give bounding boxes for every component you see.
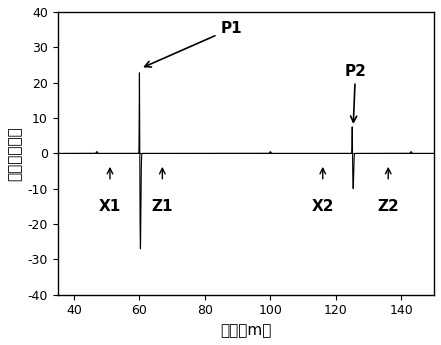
Text: X1: X1 [99, 199, 121, 214]
Y-axis label: 相位（弧度）: 相位（弧度） [7, 126, 22, 181]
Text: P2: P2 [344, 63, 366, 122]
X-axis label: 距离（m）: 距离（m） [220, 323, 272, 338]
Text: X2: X2 [311, 199, 334, 214]
Text: Z1: Z1 [152, 199, 173, 214]
Text: Z2: Z2 [377, 199, 399, 214]
Text: P1: P1 [145, 21, 242, 67]
